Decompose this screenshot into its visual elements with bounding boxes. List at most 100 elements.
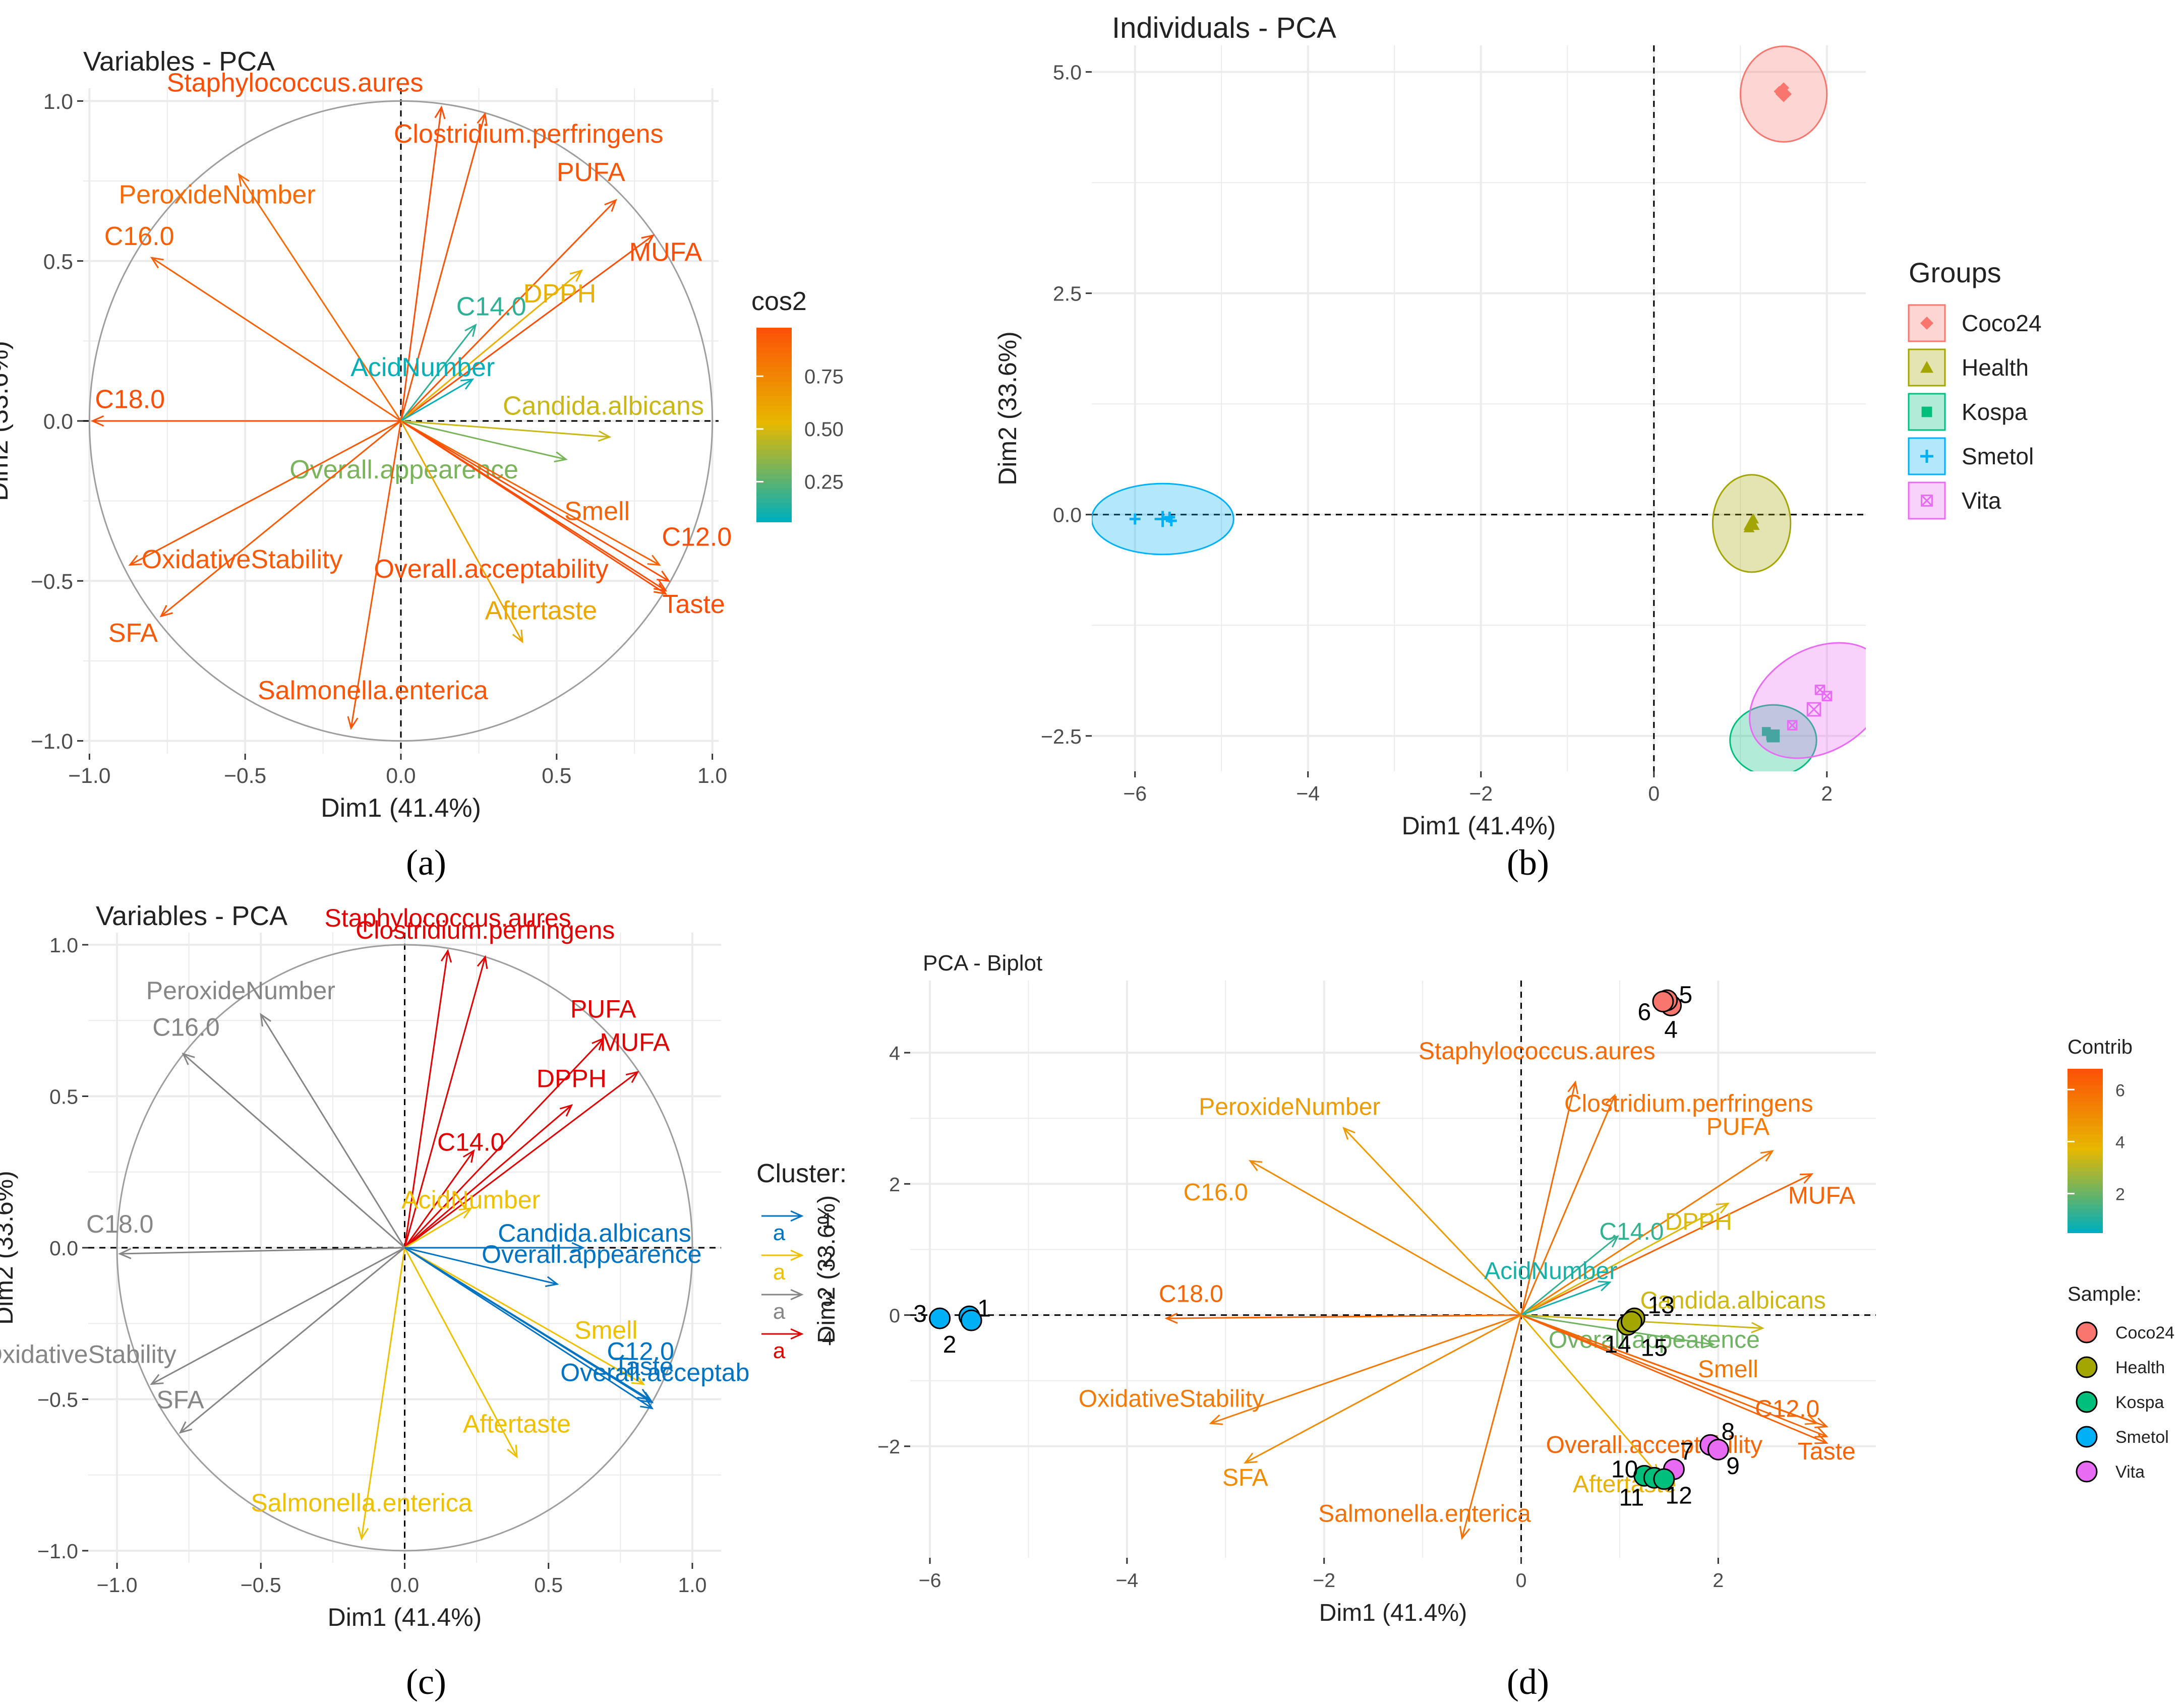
panel-c-label-smell: Smell — [574, 1316, 637, 1344]
panel-d-label-c12-0: C12.0 — [1755, 1395, 1819, 1422]
panel-d-legend-gradient-step — [2068, 1073, 2103, 1078]
panel-a-arrow-taste — [400, 420, 666, 594]
panel-d-legend-gradient-step — [2068, 1126, 2103, 1131]
panel-d-label-dpph: DPPH — [1665, 1208, 1732, 1235]
panel-a-arrow-aftertaste — [400, 420, 523, 642]
panel-d-legend-sample-label-vita: Vita — [2115, 1462, 2145, 1482]
panel-a-tick-label-x: −1.0 — [68, 764, 110, 788]
panel-d-legend-gradient-step — [2068, 1187, 2103, 1192]
panel-a-arrow-c14-0-head — [464, 323, 477, 337]
panel-a-arrow-c16-0-head — [150, 257, 164, 269]
panel-d-sample-label-8: 8 — [1722, 1419, 1735, 1445]
panel-a-legend-gradient-step — [756, 395, 792, 401]
panel-a-arrow-smell-head — [647, 555, 661, 566]
panel-b-legend-glyph-smetol — [1920, 450, 1933, 463]
panel-c-label-c18-0: C18.0 — [86, 1210, 153, 1238]
panel-d-sample-label-2: 2 — [943, 1331, 957, 1358]
panel-b-point-smetol — [1165, 515, 1177, 527]
panel-c-arrow-smell — [404, 1247, 644, 1385]
panel-a-label-dpph: DPPH — [523, 279, 596, 309]
panel-d-label-c14-0: C14.0 — [1599, 1218, 1664, 1245]
panel-c-arrow-dpph-head — [559, 1104, 573, 1117]
panel-b-mean-coco24 — [1776, 86, 1792, 102]
panel-c-label-aftertaste: Aftertaste — [463, 1410, 571, 1438]
caption-b: (b) — [1507, 842, 1549, 883]
panel-c-variables-cluster: −1.0 −0.5 0.0 0.5 1.0 −1.0 −0.5 0.0 0.5 1.0 Variab… — [0, 901, 847, 1631]
panel-c-label-pufa: PUFA — [570, 995, 636, 1023]
panel-c-label-sfa: SFA — [156, 1386, 204, 1414]
panel-c-legend-label-2: 2 — [822, 1249, 833, 1271]
panel-c-tick-label-y: −1.0 — [37, 1540, 78, 1563]
panel-d-arrow-c18-0-head — [1164, 1312, 1178, 1324]
panel-a-legend-tick-label: 0.75 — [804, 365, 844, 388]
panel-c-label-overall-acceptab: Overall.acceptab — [560, 1358, 749, 1386]
panel-a-legend-gradient-step — [756, 356, 792, 362]
panel-b-tick-label-y: 5.0 — [1053, 61, 1082, 84]
panel-a-legend-gradient-step — [756, 454, 792, 459]
panel-b-legend-label-smetol: Smetol — [1962, 443, 2034, 469]
panel-d-sample-label-10: 10 — [1611, 1456, 1638, 1483]
panel-a-label-c14-0: C14.0 — [456, 292, 526, 322]
panel-d-legend-gradient-step — [2068, 1228, 2103, 1233]
panel-a-legend-tick-label: 0.25 — [804, 471, 844, 493]
panel-c-arrow-aftertaste — [404, 1247, 518, 1457]
panel-a-label-mufa: MUFA — [629, 238, 702, 267]
panel-a-arrow-c16-0 — [151, 257, 401, 422]
panel-a-legend-gradient-step — [756, 458, 792, 464]
panel-d-legend-gradient-step — [2068, 1224, 2103, 1229]
panel-a-legend-gradient-step — [756, 419, 792, 425]
panel-b-point-smetol — [1129, 513, 1141, 525]
panel-a-label-smell: Smell — [564, 497, 630, 526]
panel-d-legend-gradient-step — [2068, 1204, 2103, 1209]
panel-b-x-axis-label: Dim1 (41.4%) — [1402, 812, 1556, 840]
panel-a-legend-gradient-step — [756, 439, 792, 445]
panel-d-arrow-mufa — [1520, 1173, 1812, 1316]
panel-b-tick-label-x: −4 — [1296, 782, 1320, 805]
panel-a-tick-label-x: 1.0 — [697, 764, 727, 788]
panel-a-legend-gradient-step — [756, 517, 792, 522]
panel-a-legend-gradient-step — [756, 473, 792, 479]
panel-c-label-overall-appearence: Overall.appearence — [482, 1240, 701, 1268]
panel-d-legend-gradient-step — [2068, 1191, 2103, 1196]
panel-b-tick-label-y: −2.5 — [1041, 725, 1082, 748]
panel-c-legend-arrow-1-head — [790, 1210, 804, 1222]
panel-d-legend-sample-key-health — [2076, 1356, 2098, 1378]
panel-a-correlation-circle — [88, 100, 714, 742]
panel-c-arrow-aftertaste-head — [507, 1444, 518, 1458]
panel-d-legend-sample-label-coco24: Coco24 — [2115, 1323, 2174, 1343]
panel-d-legend-gradient-step — [2068, 1077, 2103, 1082]
panel-a-tick-label-y: 1.0 — [43, 90, 73, 114]
caption-c: (c) — [406, 1662, 446, 1702]
panel-d-legend-contrib-tick-label: 6 — [2115, 1081, 2125, 1100]
panel-a-legend-gradient-step — [756, 337, 792, 343]
panel-d-arrow-clostridium-perfringens-head — [1605, 1093, 1616, 1108]
panel-c-arrow-overall-acceptab-head — [640, 1397, 654, 1410]
panel-c-legend-arrow-3-head — [790, 1289, 804, 1301]
panel-c-arrow-c18-0-head — [118, 1248, 132, 1259]
panel-a-arrow-sfa-head — [159, 605, 173, 618]
panel-c-arrow-staphylococcus-aures-head — [440, 949, 452, 963]
panel-a-legend-gradient-step — [756, 332, 792, 338]
panel-c-arrow-clostridium-perfringens-head — [477, 955, 488, 969]
panel-a-arrow-acidnumber — [400, 379, 473, 422]
panel-d-legend-gradient-step — [2068, 1163, 2103, 1168]
panel-c-arrow-c16-0 — [183, 1053, 405, 1249]
panel-d-arrow-overall-appearence — [1521, 1314, 1714, 1346]
panel-d-arrow-pufa-head — [1760, 1150, 1774, 1162]
panel-d-arrow-peroxidenumber — [1343, 1127, 1522, 1316]
panel-d-arrow-c14-0-head — [1606, 1235, 1619, 1248]
panel-d-arrow-oxidativestability — [1210, 1314, 1522, 1424]
panel-d-legend-sample-key-smetol — [2076, 1426, 2098, 1448]
panel-c-label-salmonella-enterica: Salmonella.enterica — [251, 1489, 472, 1517]
panel-b-mean-kospa — [1766, 729, 1780, 743]
panel-d-arrow-pufa — [1520, 1150, 1773, 1316]
panel-b-legend-glyph-health — [1920, 361, 1933, 373]
panel-d-legend-sample-key-coco24 — [2076, 1321, 2098, 1344]
panel-d-legend-gradient-step — [2068, 1134, 2103, 1139]
panel-a-legend-gradient-step — [756, 424, 792, 431]
panel-c-label-oxidativestability: OxidativeStability — [0, 1340, 176, 1368]
panel-a-label-c16-0: C16.0 — [104, 222, 174, 251]
panel-b-y-axis-label: Dim2 (33.6%) — [993, 331, 1022, 485]
panel-b-legend-title: Groups — [1909, 257, 2001, 288]
